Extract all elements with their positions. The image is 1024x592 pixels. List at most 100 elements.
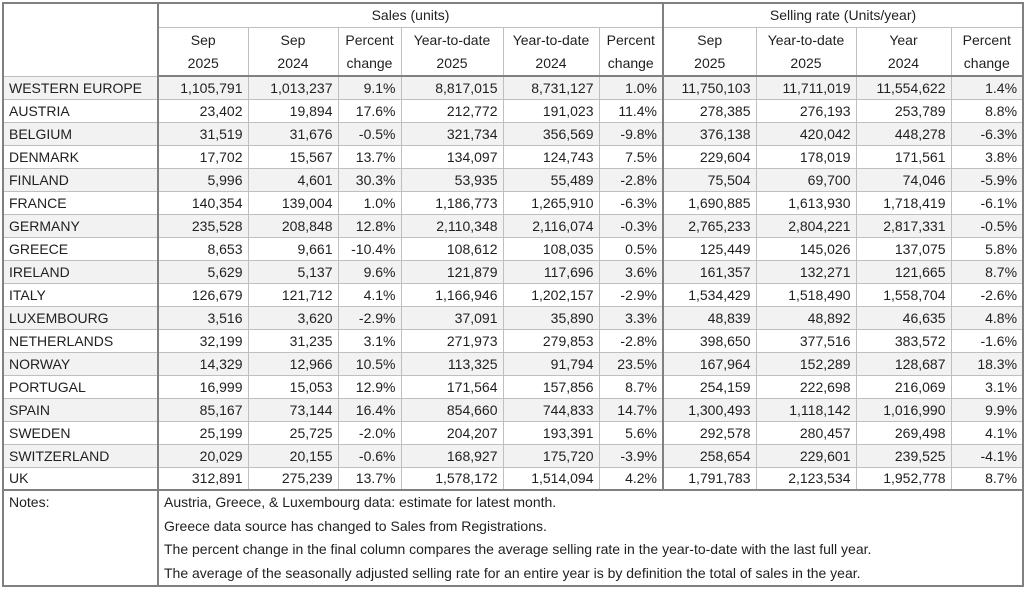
- value-cell: 1.0%: [337, 190, 402, 215]
- value-cell: 5,137: [247, 259, 339, 284]
- country-cell: AUSTRIA: [2, 98, 159, 123]
- value-cell: 55,489: [502, 167, 600, 192]
- note-line: Greece data source has changed to Sales …: [164, 517, 547, 534]
- value-cell: 854,660: [400, 397, 504, 422]
- value-cell: 383,572: [855, 328, 952, 353]
- value-cell: 9,661: [247, 236, 339, 261]
- notes-label: Notes:: [2, 489, 159, 587]
- value-cell: 3,620: [247, 305, 339, 330]
- value-cell: 1,265,910: [502, 190, 600, 215]
- value-cell: 376,138: [662, 121, 757, 146]
- value-cell: -3.9%: [598, 443, 664, 468]
- value-cell: 1.0%: [598, 75, 664, 100]
- column-header: Sep 2025: [157, 26, 249, 77]
- country-cell: UK: [2, 466, 159, 491]
- column-header: Percent change: [950, 26, 1024, 77]
- country-cell: NETHERLANDS: [2, 328, 159, 353]
- value-cell: 128,687: [855, 351, 952, 376]
- value-cell: 8.7%: [950, 466, 1024, 491]
- value-cell: 1,186,773: [400, 190, 504, 215]
- value-cell: 235,528: [157, 213, 249, 238]
- value-cell: -2.9%: [598, 282, 664, 307]
- value-cell: 168,927: [400, 443, 504, 468]
- value-cell: -6.3%: [950, 121, 1024, 146]
- column-header: Year 2024: [855, 26, 952, 77]
- value-cell: 14.7%: [598, 397, 664, 422]
- value-cell: 3.8%: [950, 144, 1024, 169]
- value-cell: -2.8%: [598, 167, 664, 192]
- value-cell: 175,720: [502, 443, 600, 468]
- value-cell: 448,278: [855, 121, 952, 146]
- value-cell: -2.6%: [950, 282, 1024, 307]
- value-cell: 152,289: [755, 351, 857, 376]
- value-cell: 53,935: [400, 167, 504, 192]
- country-cell: SWITZERLAND: [2, 443, 159, 468]
- value-cell: -10.4%: [337, 236, 402, 261]
- value-cell: 11,711,019: [755, 75, 857, 100]
- value-cell: 271,973: [400, 328, 504, 353]
- value-cell: 253,789: [855, 98, 952, 123]
- value-cell: 5,629: [157, 259, 249, 284]
- value-cell: 744,833: [502, 397, 600, 422]
- value-cell: 11.4%: [598, 98, 664, 123]
- table-row: SPAIN 85,167 73,144 16.4% 854,660 744,833 14.7…: [2, 397, 1024, 422]
- value-cell: 5,996: [157, 167, 249, 192]
- value-cell: -2.9%: [337, 305, 402, 330]
- country-cell: FRANCE: [2, 190, 159, 215]
- country-cell: GREECE: [2, 236, 159, 261]
- value-cell: 91,794: [502, 351, 600, 376]
- country-cell: ITALY: [2, 282, 159, 307]
- value-cell: 9.6%: [337, 259, 402, 284]
- value-cell: 137,075: [855, 236, 952, 261]
- value-cell: 321,734: [400, 121, 504, 146]
- value-cell: 292,578: [662, 420, 757, 445]
- value-cell: 1,518,490: [755, 282, 857, 307]
- value-cell: 278,385: [662, 98, 757, 123]
- value-cell: 5.6%: [598, 420, 664, 445]
- table-row: AUSTRIA 23,402 19,894 17.6% 212,772 191,023 11…: [2, 98, 1024, 123]
- value-cell: 312,891: [157, 466, 249, 491]
- value-cell: 12,966: [247, 351, 339, 376]
- table-row: WESTERN EUROPE 1,105,791 1,013,237 9.1% 8,81…: [2, 75, 1024, 100]
- value-cell: 4.1%: [950, 420, 1024, 445]
- value-cell: 140,354: [157, 190, 249, 215]
- value-cell: 275,239: [247, 466, 339, 491]
- value-cell: 191,023: [502, 98, 600, 123]
- value-cell: 10.5%: [337, 351, 402, 376]
- value-cell: 1,690,885: [662, 190, 757, 215]
- value-cell: 126,679: [157, 282, 249, 307]
- value-cell: 2,116,074: [502, 213, 600, 238]
- value-cell: 398,650: [662, 328, 757, 353]
- value-cell: 121,712: [247, 282, 339, 307]
- value-cell: 9.9%: [950, 397, 1024, 422]
- value-cell: 19,894: [247, 98, 339, 123]
- value-cell: 32,199: [157, 328, 249, 353]
- value-cell: 85,167: [157, 397, 249, 422]
- section-header-selling-rate: Selling rate (Units/year): [661, 2, 1024, 28]
- column-header: Year-to-date 2024: [502, 26, 600, 77]
- value-cell: 16,999: [157, 374, 249, 399]
- table-row: NETHERLANDS 32,199 31,235 3.1% 271,973 279,85…: [2, 328, 1024, 353]
- value-cell: 74,046: [855, 167, 952, 192]
- value-cell: 2,765,233: [662, 213, 757, 238]
- note-line: The average of the seasonally adjusted s…: [164, 564, 861, 581]
- value-cell: 1,514,094: [502, 466, 600, 491]
- table-row: FRANCE 140,354 139,004 1.0% 1,186,773 1,265,9…: [2, 190, 1024, 215]
- value-cell: 20,029: [157, 443, 249, 468]
- value-cell: 145,026: [755, 236, 857, 261]
- value-cell: 8,817,015: [400, 75, 504, 100]
- table-row: NORWAY 14,329 12,966 10.5% 113,325 91,794 23.5…: [2, 351, 1024, 376]
- value-cell: 15,567: [247, 144, 339, 169]
- section-header-row: Sales (units) Selling rate (Units/year): [2, 2, 1024, 77]
- value-cell: -9.8%: [598, 121, 664, 146]
- value-cell: 9.1%: [337, 75, 402, 100]
- column-header: Year-to-date 2025: [400, 26, 504, 77]
- value-cell: 132,271: [755, 259, 857, 284]
- value-cell: 254,159: [662, 374, 757, 399]
- table-row: PORTUGAL 16,999 15,053 12.9% 171,564 157,856 8…: [2, 374, 1024, 399]
- value-cell: 7.5%: [598, 144, 664, 169]
- section-header-sales: Sales (units): [157, 2, 664, 28]
- value-cell: 5.8%: [950, 236, 1024, 261]
- value-cell: 8.7%: [950, 259, 1024, 284]
- value-cell: 1,300,493: [662, 397, 757, 422]
